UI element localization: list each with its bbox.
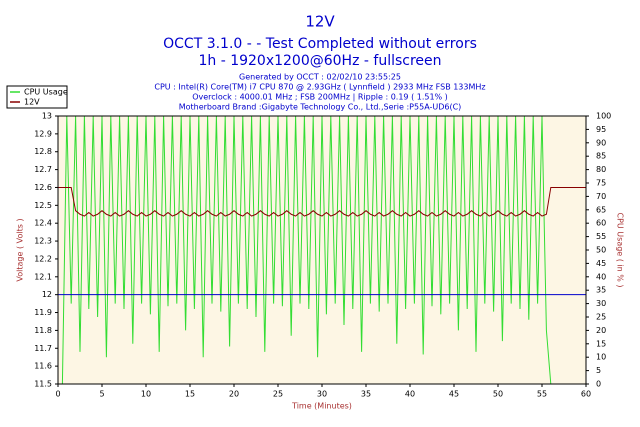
x-tick-label: 25 bbox=[273, 390, 283, 399]
y2-tick-label: 50 bbox=[596, 246, 606, 255]
x-tick-label: 5 bbox=[99, 390, 104, 399]
plot-border bbox=[57, 115, 587, 385]
y2-tick-label: 90 bbox=[596, 138, 606, 147]
legend-label: CPU Usage bbox=[24, 88, 68, 97]
y2-tick-label: 30 bbox=[596, 299, 606, 308]
y-tick-label: 11.7 bbox=[34, 344, 52, 353]
y-tick-label: 12.9 bbox=[34, 129, 52, 138]
y2-tick-label: 60 bbox=[596, 219, 606, 228]
info-line: Overclock : 4000.01 MHz ; FSB 200MHz | R… bbox=[192, 93, 448, 102]
y2-tick-label: 15 bbox=[596, 339, 606, 348]
y-tick-label: 12.8 bbox=[34, 147, 52, 156]
subtitle: 1h - 1920x1200@60Hz - fullscreen bbox=[198, 53, 441, 69]
y-tick-label: 11.9 bbox=[34, 308, 52, 317]
x-axis-title: Time (Minutes) bbox=[291, 402, 352, 411]
y2-tick-label: 45 bbox=[596, 259, 606, 268]
y-tick-label: 11.5 bbox=[34, 380, 52, 389]
y2-axis-title: CPU Usage ( in % ) bbox=[616, 212, 625, 287]
y2-tick-label: 0 bbox=[596, 380, 601, 389]
y2-tick-label: 70 bbox=[596, 192, 606, 201]
x-tick-label: 0 bbox=[55, 390, 60, 399]
info-line: CPU : Intel(R) Core(TM) i7 CPU 870 @ 2.9… bbox=[154, 83, 485, 92]
y2-tick-label: 75 bbox=[596, 179, 606, 188]
y2-tick-label: 20 bbox=[596, 326, 606, 335]
y2-tick-label: 25 bbox=[596, 313, 606, 322]
y-tick-label: 12.7 bbox=[34, 165, 52, 174]
subtitle: OCCT 3.1.0 - - Test Completed without er… bbox=[163, 36, 477, 52]
y2-tick-label: 10 bbox=[596, 353, 606, 362]
x-tick-label: 40 bbox=[405, 390, 415, 399]
y2-tick-label: 40 bbox=[596, 272, 606, 281]
chart-title: 12V bbox=[305, 13, 335, 31]
x-tick-label: 50 bbox=[493, 390, 503, 399]
legend-label: 12V bbox=[24, 98, 40, 107]
y-tick-label: 12.3 bbox=[34, 237, 52, 246]
y2-tick-label: 80 bbox=[596, 165, 606, 174]
y-tick-label: 11.8 bbox=[34, 326, 52, 335]
y-tick-label: 12 bbox=[42, 290, 52, 299]
legend-box bbox=[6, 85, 68, 109]
y2-tick-label: 85 bbox=[596, 152, 606, 161]
info-line: Motherboard Brand :Gigabyte Technology C… bbox=[179, 103, 462, 112]
y-tick-label: 13 bbox=[42, 112, 52, 121]
y-tick-label: 12.1 bbox=[34, 272, 52, 281]
x-tick-label: 45 bbox=[449, 390, 459, 399]
y-axis-title: Voltage ( Volts ) bbox=[16, 218, 25, 281]
y2-tick-label: 55 bbox=[596, 232, 606, 241]
y-tick-label: 12.6 bbox=[34, 183, 52, 192]
x-tick-label: 30 bbox=[317, 390, 327, 399]
x-tick-label: 60 bbox=[581, 390, 591, 399]
y2-tick-label: 35 bbox=[596, 286, 606, 295]
x-tick-label: 35 bbox=[361, 390, 371, 399]
y-tick-label: 11.6 bbox=[34, 362, 52, 371]
y-tick-label: 12.2 bbox=[34, 254, 52, 263]
x-tick-label: 10 bbox=[141, 390, 151, 399]
series-line bbox=[58, 186, 586, 217]
x-tick-label: 15 bbox=[185, 390, 195, 399]
y-tick-label: 12.4 bbox=[34, 219, 52, 228]
plot-area bbox=[58, 116, 586, 384]
y-tick-label: 12.5 bbox=[34, 201, 52, 210]
y2-tick-label: 95 bbox=[596, 125, 606, 134]
y2-tick-label: 100 bbox=[596, 112, 611, 121]
info-line: Generated by OCCT : 02/02/10 23:55:25 bbox=[239, 73, 401, 82]
x-tick-label: 20 bbox=[229, 390, 239, 399]
y2-tick-label: 65 bbox=[596, 205, 606, 214]
y2-tick-label: 5 bbox=[596, 366, 601, 375]
x-tick-label: 55 bbox=[537, 390, 547, 399]
